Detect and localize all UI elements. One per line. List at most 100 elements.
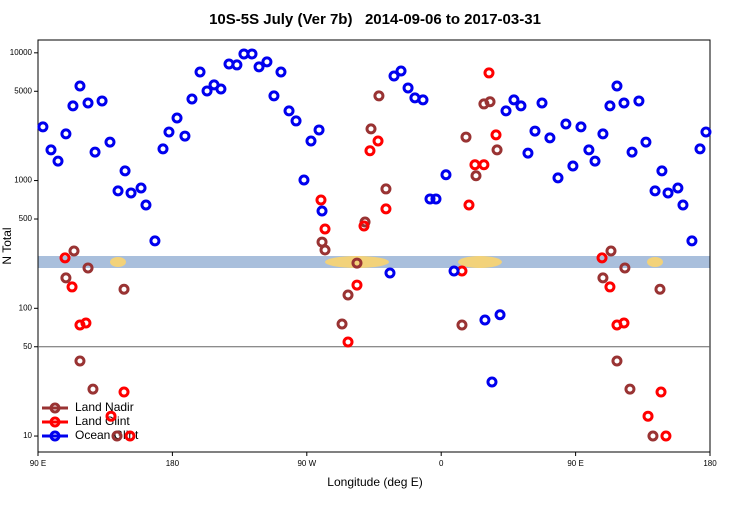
point	[448, 265, 460, 277]
point	[118, 283, 130, 295]
point	[351, 279, 363, 291]
point	[536, 97, 548, 109]
map-strip	[38, 256, 710, 268]
point	[660, 430, 672, 442]
point	[319, 244, 331, 256]
x-tick-label: 0	[439, 459, 444, 468]
point	[484, 96, 496, 108]
point	[82, 97, 94, 109]
legend-label: Land Glint	[75, 414, 130, 428]
point	[633, 95, 645, 107]
point	[456, 319, 468, 331]
point	[677, 199, 689, 211]
point	[380, 183, 392, 195]
point	[149, 235, 161, 247]
point	[305, 135, 317, 147]
point	[619, 262, 631, 274]
point	[508, 94, 520, 106]
point	[654, 283, 666, 295]
point	[364, 145, 376, 157]
y-tick-label: 100	[19, 303, 33, 312]
y-tick-label: 10000	[10, 48, 33, 57]
y-tick-label: 5000	[14, 86, 32, 95]
chart-title: 10S-5S July (Ver 7b) 2014-09-06 to 2017-…	[209, 11, 541, 28]
point	[417, 94, 429, 106]
point	[672, 182, 684, 194]
point	[647, 430, 659, 442]
point	[105, 410, 117, 422]
point	[483, 67, 495, 79]
point	[662, 187, 674, 199]
point	[611, 80, 623, 92]
point	[618, 97, 630, 109]
point	[490, 129, 502, 141]
legend-label: Land Nadir	[75, 400, 134, 414]
point	[402, 82, 414, 94]
point	[656, 165, 668, 177]
point	[66, 281, 78, 293]
point	[491, 144, 503, 156]
y-tick-label: 50	[23, 342, 32, 351]
point	[96, 95, 108, 107]
point	[380, 203, 392, 215]
point	[388, 70, 400, 82]
point	[112, 185, 124, 197]
point	[119, 165, 131, 177]
point	[544, 132, 556, 144]
point	[604, 100, 616, 112]
point	[268, 90, 280, 102]
point	[478, 159, 490, 171]
x-tick-label: 90 E	[30, 459, 46, 468]
point	[686, 235, 698, 247]
point	[74, 355, 86, 367]
point	[315, 194, 327, 206]
point	[440, 169, 452, 181]
point	[37, 121, 49, 133]
point	[640, 136, 652, 148]
point	[74, 80, 86, 92]
point	[500, 105, 512, 117]
point	[560, 118, 572, 130]
point	[342, 336, 354, 348]
point	[618, 317, 630, 329]
point	[60, 128, 72, 140]
point	[552, 172, 564, 184]
point	[655, 386, 667, 398]
x-tick-label: 180	[703, 459, 717, 468]
point	[313, 124, 325, 136]
point	[358, 220, 370, 232]
point	[694, 143, 706, 155]
point	[463, 199, 475, 211]
point	[45, 144, 57, 156]
point	[135, 182, 147, 194]
point	[179, 130, 191, 142]
point	[246, 48, 258, 60]
point	[171, 112, 183, 124]
point	[395, 65, 407, 77]
point	[261, 56, 273, 68]
point	[52, 155, 64, 167]
point	[626, 146, 638, 158]
point	[82, 262, 94, 274]
point	[163, 126, 175, 138]
x-tick-label: 90 W	[297, 459, 316, 468]
point	[124, 430, 136, 442]
point	[351, 257, 363, 269]
point	[336, 318, 348, 330]
point	[611, 355, 623, 367]
point	[596, 252, 608, 264]
point	[186, 93, 198, 105]
point	[515, 100, 527, 112]
point	[365, 123, 377, 135]
y-tick-label: 500	[19, 214, 33, 223]
point	[424, 193, 436, 205]
point	[567, 160, 579, 172]
point	[522, 147, 534, 159]
point	[140, 199, 152, 211]
point	[605, 245, 617, 257]
point	[104, 136, 116, 148]
point	[342, 289, 354, 301]
point	[68, 245, 80, 257]
